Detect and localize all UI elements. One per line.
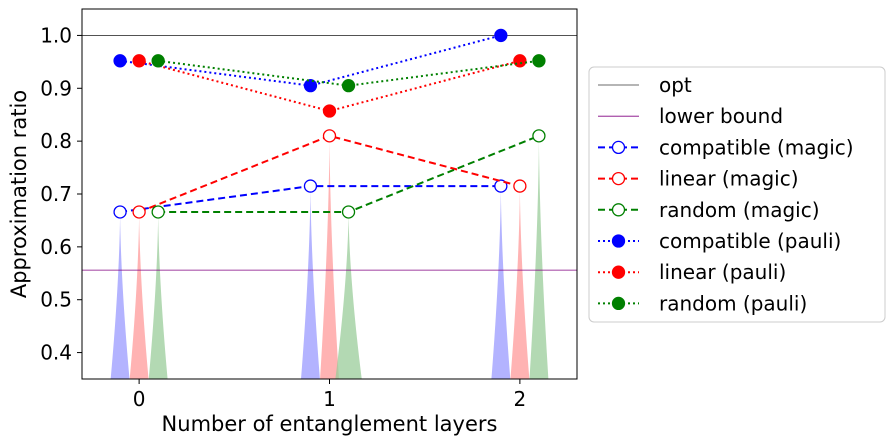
series-point-4-0	[132, 54, 146, 68]
legend-entry-6: linear (pauli)	[598, 260, 786, 284]
distribution-5	[335, 211, 362, 379]
x-tick-label-0: 0	[133, 387, 146, 411]
series-4	[132, 54, 527, 118]
series-point-3-0	[113, 54, 127, 68]
series-5	[151, 54, 546, 93]
legend-entry-5: compatible (pauli)	[598, 229, 841, 253]
series-line-1	[138, 134, 521, 213]
y-tick-label-4: 0.8	[40, 129, 72, 153]
legend-label-7: random (pauli)	[659, 291, 807, 315]
y-tick-label-0: 0.4	[40, 341, 72, 365]
series-line-3	[119, 34, 502, 87]
legend-marker-3	[611, 171, 626, 186]
distribution-3	[301, 186, 320, 379]
series-point-1-0	[132, 205, 146, 219]
series-point-0-2	[494, 179, 508, 193]
legend-entry-3: linear (magic)	[598, 167, 799, 191]
axes: 0.4 0.5 0.6 0.7 0.8 0.9 1.0 0 1 2	[40, 23, 526, 411]
series-3	[113, 28, 508, 93]
legend-label-1: lower bound	[659, 104, 783, 128]
y-axis-label: Approximation ratio	[7, 90, 31, 298]
legend-label-5: compatible (pauli)	[659, 229, 841, 253]
legend-marker-4	[611, 203, 626, 217]
series-point-5-2	[532, 54, 546, 68]
distribution-4	[320, 135, 339, 379]
legend: opt lower bound compatible (magic) linear (…	[588, 66, 886, 323]
legend-entry-7: random (pauli)	[598, 291, 807, 315]
y-tick-label-1: 0.5	[40, 288, 72, 312]
legend-entry-1: lower bound	[598, 104, 783, 128]
legend-label-0: opt	[659, 73, 692, 97]
legend-entry-2: compatible (magic)	[598, 135, 854, 159]
legend-label-3: linear (magic)	[659, 167, 799, 191]
series-point-4-2	[513, 54, 527, 68]
legend-label-2: compatible (magic)	[659, 135, 854, 159]
distribution-2	[148, 211, 168, 379]
distribution-7	[510, 186, 530, 379]
legend-label-6: linear (pauli)	[659, 260, 786, 284]
legend-entry-4: random (magic)	[598, 198, 820, 222]
y-tick-label-2: 0.6	[40, 235, 72, 259]
x-tick-label-1: 1	[323, 387, 336, 411]
series-point-2-0	[151, 205, 165, 219]
series-line-4	[138, 59, 521, 113]
x-axis-label: Number of entanglement layers	[162, 412, 498, 436]
legend-marker-2	[611, 140, 626, 155]
series-point-4-1	[322, 104, 337, 118]
legend-box	[588, 66, 886, 323]
series-0	[113, 179, 508, 219]
distribution-layer	[110, 135, 549, 379]
series-point-2-1	[341, 205, 356, 219]
legend-label-4: random (magic)	[659, 198, 820, 222]
y-tick-label-3: 0.7	[40, 182, 72, 206]
y-tick-label-6: 1.0	[40, 23, 72, 47]
distribution-8	[529, 135, 549, 379]
series-layer	[113, 28, 546, 219]
series-point-0-1	[303, 179, 318, 193]
series-point-3-1	[303, 78, 318, 93]
legend-marker-6	[611, 265, 626, 279]
series-1	[132, 129, 527, 219]
series-line-2	[158, 134, 540, 213]
series-point-3-2	[494, 28, 508, 43]
legend-marker-5	[611, 234, 626, 248]
series-point-2-2	[532, 129, 546, 143]
distribution-0	[110, 211, 130, 379]
legend-entry-0: opt	[598, 73, 692, 97]
series-point-0-0	[113, 205, 127, 219]
distribution-1	[129, 211, 149, 379]
series-point-1-1	[322, 129, 337, 143]
series-point-5-1	[341, 78, 356, 93]
legend-marker-7	[611, 296, 626, 311]
x-tick-label-2: 2	[514, 387, 527, 411]
y-tick-label-5: 0.9	[40, 76, 72, 100]
series-2	[151, 129, 546, 219]
series-point-5-0	[151, 54, 165, 68]
series-point-1-2	[513, 179, 527, 193]
distribution-6	[491, 186, 511, 379]
